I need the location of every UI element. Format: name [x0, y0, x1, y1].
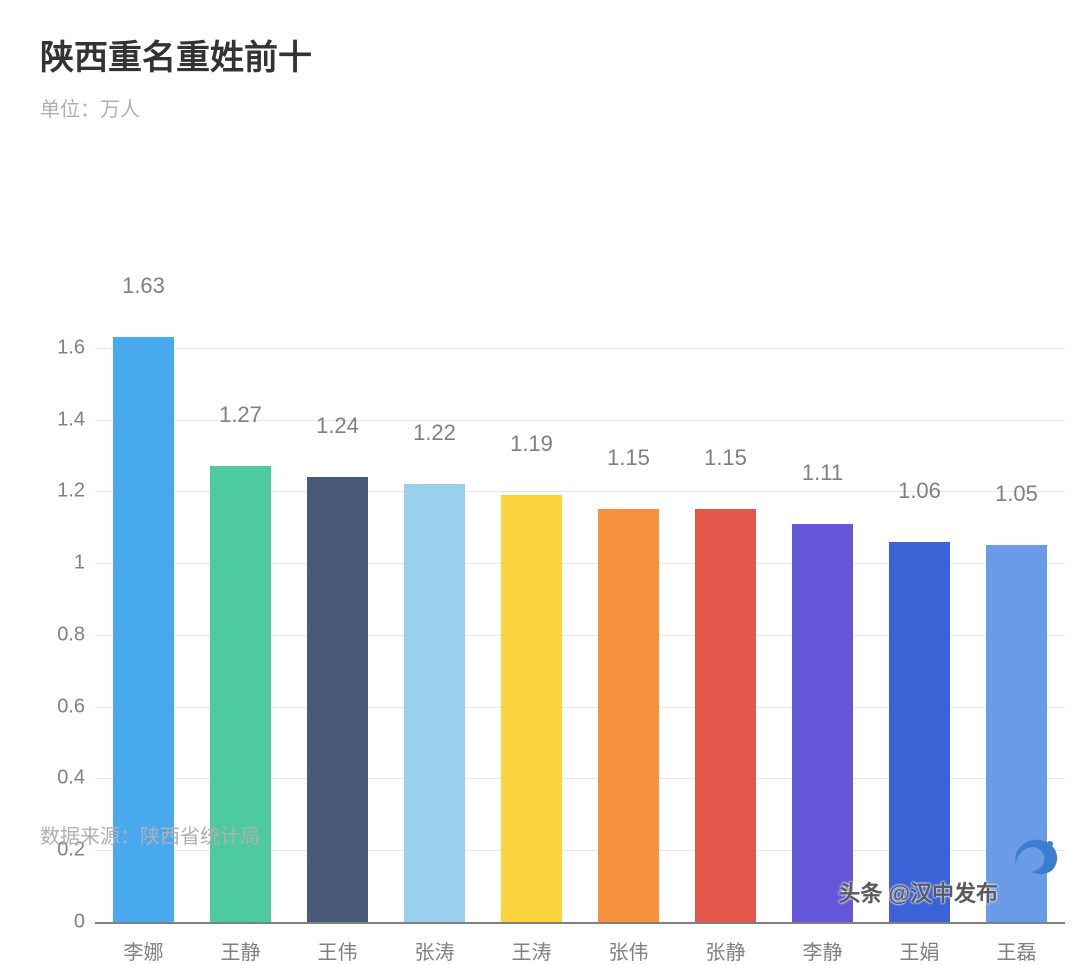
publisher-logo-icon	[1010, 834, 1062, 876]
bar-value-label: 1.15	[677, 445, 774, 477]
bar	[307, 477, 367, 922]
x-axis-label: 张涛	[386, 922, 483, 965]
bar-slot: 1.15张静	[677, 312, 774, 922]
bar	[210, 466, 270, 922]
bar-slot: 1.15张伟	[580, 312, 677, 922]
bar-slot: 1.06王娟	[871, 312, 968, 922]
y-axis-tick: 0.6	[57, 695, 95, 718]
data-source: 数据来源：陕西省统计局	[40, 820, 260, 849]
y-axis-tick: 0	[74, 911, 95, 934]
bar-value-label: 1.63	[95, 273, 192, 305]
y-axis-tick: 0.8	[57, 623, 95, 646]
x-axis-label: 李娜	[95, 922, 192, 965]
bar-slot: 1.05王磊	[968, 312, 1065, 922]
bar-value-label: 1.19	[483, 431, 580, 463]
chart-container: 陕西重名重姓前十 单位：万人 00.20.40.60.811.21.41.61.…	[0, 0, 1080, 918]
watermark-text: 头条 @汉中发布	[838, 876, 998, 908]
bar-value-label: 1.15	[580, 445, 677, 477]
x-axis-label: 王涛	[483, 922, 580, 965]
y-axis-tick: 1.2	[57, 480, 95, 503]
bar-value-label: 1.05	[968, 481, 1065, 513]
x-axis-label: 王磊	[968, 922, 1065, 965]
bar-slot: 1.22张涛	[386, 312, 483, 922]
bar	[404, 484, 464, 922]
y-axis-tick: 1.6	[57, 336, 95, 359]
y-axis-tick: 0.4	[57, 767, 95, 790]
bar	[695, 509, 755, 922]
x-axis-label: 王娟	[871, 922, 968, 965]
chart-title: 陕西重名重姓前十	[40, 30, 1060, 79]
x-axis-label: 李静	[774, 922, 871, 965]
chart-subtitle: 单位：万人	[40, 93, 1060, 122]
bar-value-label: 1.22	[386, 420, 483, 452]
x-axis-label: 王伟	[289, 922, 386, 965]
bar	[889, 542, 949, 922]
bar	[792, 524, 852, 922]
x-axis-label: 张静	[677, 922, 774, 965]
bar-slot: 1.19王涛	[483, 312, 580, 922]
x-axis-label: 张伟	[580, 922, 677, 965]
y-axis-tick: 1	[74, 552, 95, 575]
bar-slot: 1.11李静	[774, 312, 871, 922]
bar-value-label: 1.24	[289, 413, 386, 445]
x-axis-label: 王静	[192, 922, 289, 965]
bar-value-label: 1.27	[192, 402, 289, 434]
y-axis-tick: 1.4	[57, 408, 95, 431]
bar	[501, 495, 561, 922]
bar	[598, 509, 658, 922]
bar-value-label: 1.06	[871, 478, 968, 510]
bar-value-label: 1.11	[774, 460, 871, 492]
bar-slot: 1.24王伟	[289, 312, 386, 922]
